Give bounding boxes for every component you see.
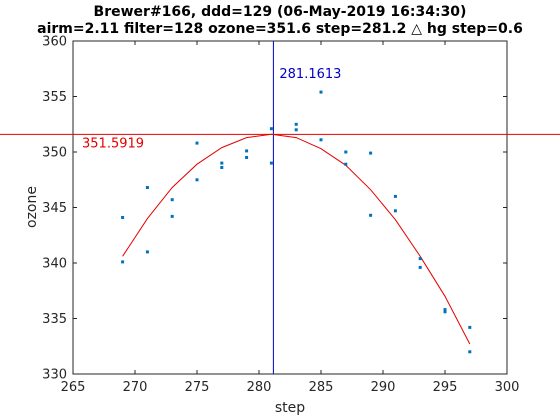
x-tick-label: 265 [61, 380, 86, 395]
data-point [170, 214, 174, 218]
data-point [443, 310, 447, 314]
data-point [369, 213, 373, 217]
data-point [319, 90, 323, 94]
chart-title-line2: airm=2.11 filter=128 ozone=351.6 step=28… [37, 21, 523, 37]
data-point [269, 127, 273, 131]
x-tick-label: 270 [123, 380, 148, 395]
data-point [294, 122, 298, 126]
x-axis-label: step [275, 400, 305, 416]
data-point [319, 138, 323, 142]
data-point [294, 128, 298, 132]
y-axis-label: ozone [24, 186, 40, 228]
horizontal-line-label: 351.5919 [82, 136, 144, 151]
x-tick-label: 285 [309, 380, 334, 395]
y-axis: 330 335 340 345 350 355 360 [42, 35, 507, 383]
data-point [468, 325, 472, 329]
data-point [443, 308, 447, 312]
data-point [195, 178, 199, 182]
x-tick-label: 280 [247, 380, 272, 395]
y-tick-label: 355 [42, 90, 67, 105]
data-point [393, 194, 397, 198]
data-point [418, 265, 422, 269]
x-tick-label: 275 [185, 380, 210, 395]
fit-curve [122, 133, 471, 345]
chart-title-line1: Brewer#166, ddd=129 (06-May-2019 16:34:3… [94, 4, 467, 20]
data-point [269, 161, 273, 165]
data-point [369, 151, 373, 155]
data-point [220, 161, 224, 165]
data-point [121, 216, 125, 219]
fit-curve-group [122, 133, 471, 345]
y-tick-label: 335 [42, 312, 67, 327]
x-axis: 265 270 275 280 285 290 295 300 [61, 41, 520, 395]
data-point [418, 257, 422, 261]
data-point [344, 150, 348, 154]
y-tick-label: 340 [42, 257, 67, 272]
y-tick-label: 350 [42, 146, 67, 161]
data-point [121, 260, 125, 264]
data-point [195, 141, 199, 145]
data-point [220, 166, 224, 169]
x-tick-label: 300 [495, 380, 520, 395]
vertical-line-label: 281.1613 [279, 67, 341, 82]
data-point [145, 250, 149, 254]
data-point [170, 198, 174, 202]
plot-area [72, 40, 508, 375]
data-point [245, 156, 249, 159]
y-tick-label: 330 [42, 368, 67, 383]
data-point [344, 162, 348, 166]
data-point [468, 350, 472, 354]
data-point [245, 149, 249, 153]
data-point [145, 186, 149, 189]
data-points [121, 90, 472, 354]
y-tick-label: 360 [42, 35, 67, 50]
y-tick-label: 345 [42, 201, 67, 216]
x-tick-label: 290 [371, 380, 396, 395]
data-point [393, 209, 397, 213]
reference-lines: 281.1613 351.5919 [0, 41, 560, 374]
x-tick-label: 295 [433, 380, 458, 395]
